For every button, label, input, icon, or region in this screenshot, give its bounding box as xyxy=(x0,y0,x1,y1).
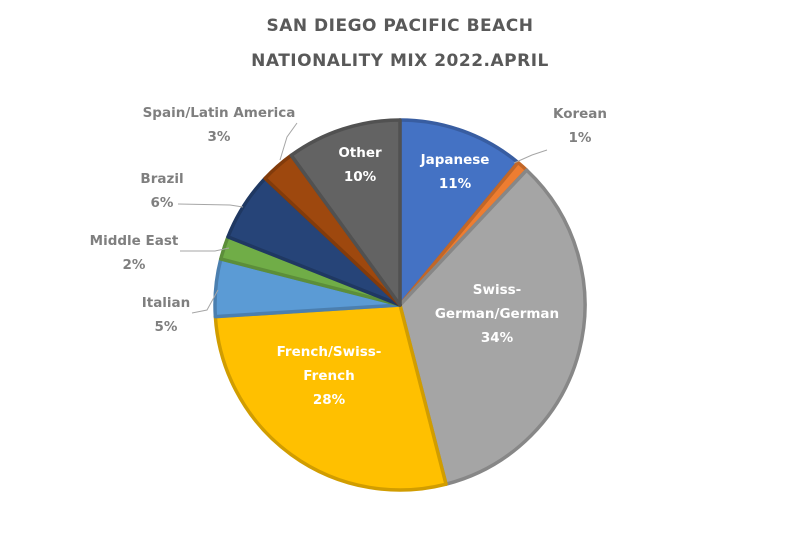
leader-line-5 xyxy=(191,289,219,314)
data-label-5: Italian 5% xyxy=(142,295,191,335)
pie-slice-9 xyxy=(289,118,402,307)
leader-line-8 xyxy=(279,122,298,161)
leader-lines xyxy=(177,122,548,314)
data-label-1: Japanese 11% xyxy=(420,152,490,192)
pie-slice-3 xyxy=(398,168,587,486)
pie-slice-4 xyxy=(213,303,448,492)
chart-title-line1: SAN DIEGO PACIFIC BEACH xyxy=(266,16,533,36)
leader-line-6 xyxy=(180,247,230,252)
data-label-2: Korean 1% xyxy=(553,106,607,146)
chart-title-line2: NATIONALITY MIX 2022.APRIL xyxy=(251,51,549,71)
pie-slices xyxy=(213,118,587,492)
data-label-3: Swiss-German/German 34% xyxy=(435,282,559,346)
pie-slice-1 xyxy=(398,118,520,307)
data-labels: Japanese 11% Korean 1% Swiss-German/German 34… xyxy=(90,105,607,408)
data-label-4: French/Swiss-French 28% xyxy=(277,344,382,408)
leader-line-2 xyxy=(513,149,548,164)
data-label-9: Other 10% xyxy=(338,145,382,185)
data-label-6: Middle East 2% xyxy=(90,233,179,273)
data-label-8: Spain/Latin America 3% xyxy=(143,105,296,145)
data-label-7: Brazil 6% xyxy=(140,171,183,211)
leader-line-7 xyxy=(177,203,244,208)
